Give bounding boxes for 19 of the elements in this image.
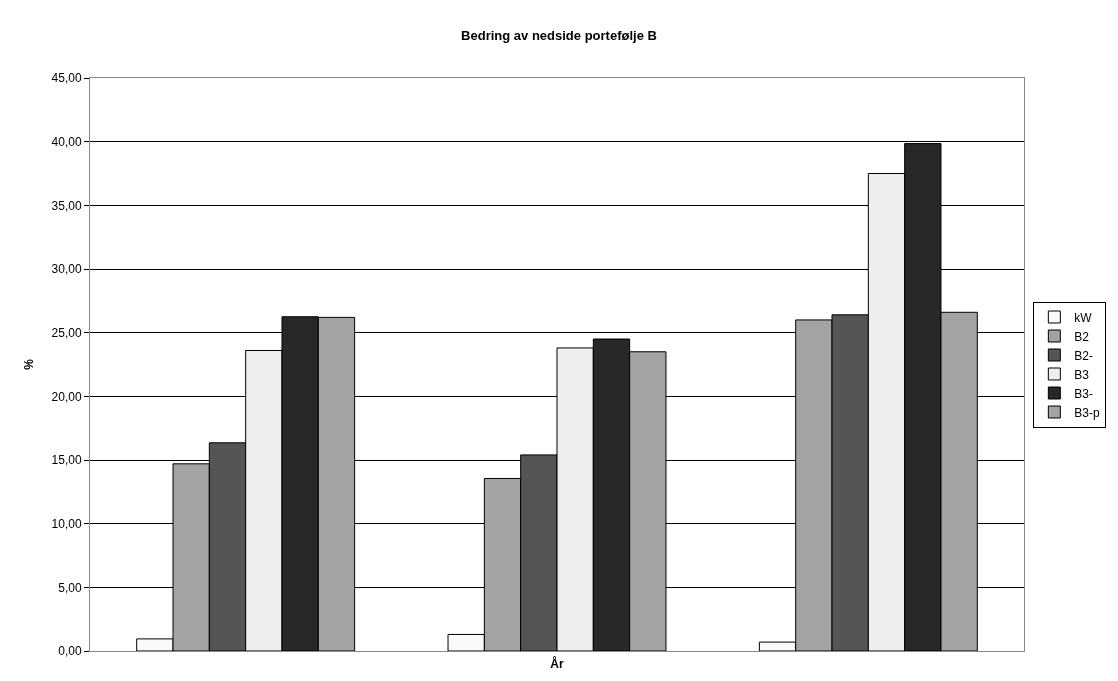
y-tick-label: 35,00 <box>51 198 82 213</box>
y-tick-label: 40,00 <box>51 134 82 149</box>
x-axis-title: År <box>550 656 564 672</box>
legend-label: B2- <box>1074 348 1094 363</box>
y-tick-label: 45,00 <box>51 71 82 86</box>
y-tick-label: 0,00 <box>58 644 82 659</box>
y-tick-label: 10,00 <box>51 516 82 531</box>
y-tick-label: 20,00 <box>51 389 82 404</box>
legend-label: B3 <box>1074 367 1090 382</box>
y-tick-label: 30,00 <box>51 262 82 277</box>
legend-label: B2 <box>1074 329 1090 344</box>
y-tick-label: 5,00 <box>58 580 82 595</box>
chart-title: Bedring av nedside portefølje B <box>461 27 657 43</box>
legend-label: kW <box>1074 310 1093 325</box>
y-tick-label: 25,00 <box>51 325 82 340</box>
y-tick-label: 15,00 <box>51 453 82 468</box>
y-axis-title: % <box>21 358 36 370</box>
legend-label: B3-p <box>1074 405 1101 420</box>
legend-label: B3- <box>1074 386 1094 401</box>
